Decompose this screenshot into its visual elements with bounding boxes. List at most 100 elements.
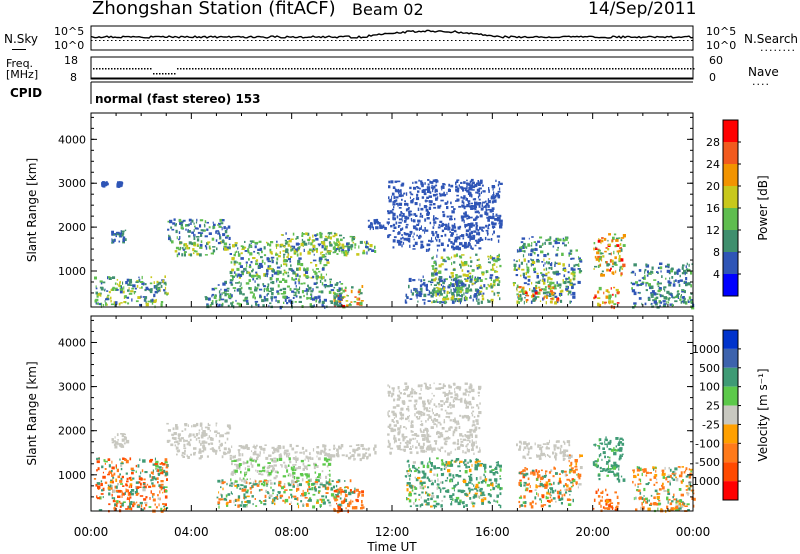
- data-cell: [446, 191, 448, 195]
- data-cell: [265, 491, 269, 493]
- data-cell: [292, 297, 295, 299]
- data-cell: [103, 459, 106, 462]
- data-cell: [314, 463, 317, 467]
- data-cell: [218, 498, 222, 501]
- data-cell: [139, 458, 141, 461]
- data-cell: [416, 451, 419, 455]
- data-cell: [198, 457, 202, 460]
- data-cell: [473, 236, 475, 240]
- data-cell: [134, 287, 137, 290]
- data-cell: [142, 459, 146, 463]
- freq-tick-top: 18: [64, 54, 78, 67]
- data-cell: [333, 241, 335, 244]
- data-cell: [674, 279, 677, 282]
- data-cell: [469, 433, 472, 437]
- data-cell: [545, 239, 549, 242]
- data-cell: [259, 445, 263, 449]
- data-cell: [233, 499, 235, 504]
- data-cell: [472, 181, 475, 185]
- data-cell: [430, 399, 432, 403]
- data-cell: [126, 477, 129, 481]
- data-cell: [685, 283, 688, 287]
- data-cell: [333, 299, 335, 302]
- data-cell: [217, 284, 220, 286]
- data-cell: [121, 433, 124, 438]
- data-cell: [454, 420, 458, 424]
- data-cell: [219, 218, 223, 222]
- data-cell: [198, 448, 202, 452]
- data-cell: [257, 283, 260, 287]
- data-cell: [429, 221, 432, 225]
- data-cell: [404, 441, 408, 444]
- data-cell: [179, 246, 182, 249]
- data-cell: [97, 497, 101, 500]
- data-cell: [469, 256, 472, 259]
- data-cell: [390, 427, 394, 431]
- data-cell: [405, 192, 408, 196]
- data-cell: [358, 288, 362, 293]
- data-cell: [474, 203, 477, 207]
- data-cell: [485, 204, 487, 208]
- data-cell: [426, 439, 429, 443]
- data-cell: [425, 386, 429, 390]
- data-cell: [143, 478, 146, 481]
- data-cell: [328, 241, 331, 244]
- data-cell: [328, 455, 331, 458]
- data-cell: [448, 415, 451, 419]
- data-cell: [438, 270, 442, 274]
- data-cell: [416, 434, 419, 437]
- data-cell: [111, 470, 113, 473]
- data-cell: [129, 280, 131, 283]
- data-cell: [375, 221, 379, 224]
- data-cell: [234, 469, 238, 473]
- data-cell: [425, 447, 427, 450]
- data-cell: [683, 281, 687, 284]
- data-cell: [110, 487, 113, 490]
- data-cell: [247, 248, 249, 252]
- data-cell: [108, 276, 111, 278]
- data-cell: [471, 247, 474, 250]
- data-cell: [446, 411, 448, 415]
- data-cell: [450, 396, 453, 399]
- data-cell: [449, 461, 452, 465]
- data-cell: [125, 301, 127, 304]
- data-cell: [306, 474, 310, 478]
- data-cell: [466, 217, 469, 220]
- data-cell: [453, 278, 457, 281]
- data-cell: [465, 289, 469, 293]
- data-cell: [122, 281, 124, 285]
- data-cell: [340, 444, 344, 448]
- data-cell: [264, 494, 267, 499]
- data-cell: [339, 487, 342, 489]
- data-cell: [245, 299, 248, 303]
- data-cell: [457, 398, 461, 401]
- data-cell: [320, 276, 324, 280]
- data-cell: [230, 261, 233, 264]
- data-cell: [430, 181, 434, 184]
- data-cell: [533, 251, 536, 255]
- data-cell: [460, 181, 463, 184]
- data-cell: [266, 274, 268, 278]
- data-cell: [319, 231, 322, 235]
- data-cell: [554, 240, 558, 245]
- data-cell: [330, 456, 332, 461]
- data-cell: [121, 494, 123, 498]
- data-cell: [343, 499, 346, 503]
- data-cell: [453, 400, 455, 403]
- data-cell: [438, 414, 441, 418]
- data-cell: [687, 300, 690, 303]
- data-cell: [438, 404, 440, 408]
- data-cell: [205, 246, 208, 250]
- data-cell: [475, 419, 479, 423]
- data-cell: [325, 460, 329, 463]
- data-cell: [671, 276, 674, 279]
- data-cell: [106, 290, 109, 292]
- data-cell: [374, 444, 377, 448]
- data-cell: [360, 507, 363, 509]
- data-cell: [465, 205, 468, 208]
- data-cell: [409, 391, 412, 395]
- data-cell: [101, 185, 103, 187]
- data-cell: [418, 235, 421, 240]
- data-cell: [301, 446, 304, 450]
- data-cell: [427, 243, 431, 246]
